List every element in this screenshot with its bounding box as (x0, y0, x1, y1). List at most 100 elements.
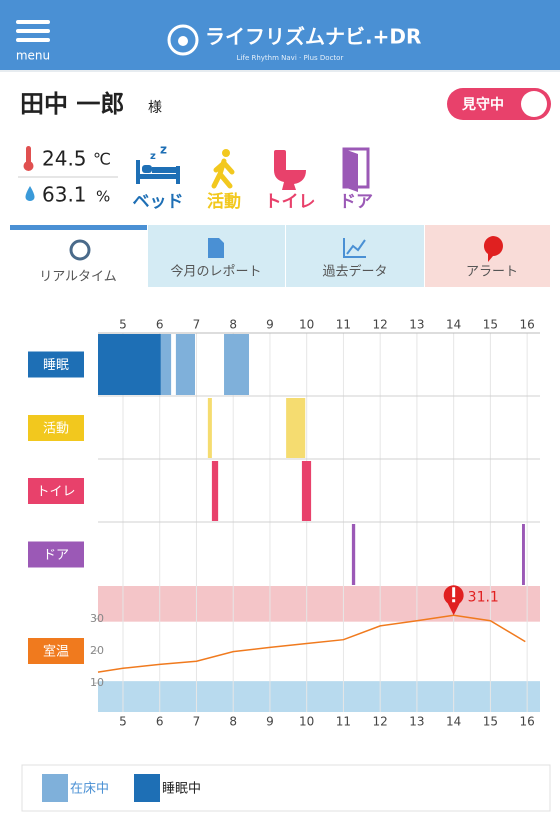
timeline-chart: 5 5 6 6 7 7 8 8 9 9 10 10 11 11 12 12 13 13 14 14 15 15 16 16 睡眠… (28, 318, 540, 729)
tab-label: 今月のレポート (170, 264, 261, 280)
door-leaf (344, 149, 358, 192)
tab-label: リアルタイム (39, 270, 117, 285)
row-label: 活動 (43, 422, 69, 437)
activity-span (160, 334, 172, 395)
x-tick-label: 10 (299, 715, 314, 729)
x-tick-label: 9 (266, 318, 274, 332)
row-label: 室温 (43, 644, 69, 660)
x-tick-label: 16 (519, 715, 534, 729)
alert-marker-dot (452, 599, 456, 603)
tab-icon (208, 238, 224, 258)
menu-line (16, 20, 50, 24)
menu-line (16, 38, 50, 42)
bed-post (176, 166, 180, 184)
bed-post (136, 160, 140, 184)
y-tick-label: 20 (90, 644, 104, 657)
row-label-bg (28, 415, 84, 441)
activity-span (211, 461, 219, 521)
toilet-icon (274, 150, 306, 190)
tab-icon (69, 239, 91, 261)
x-tick-label: 5 (119, 715, 127, 729)
tab-bg (425, 225, 550, 287)
legend-swatch (42, 774, 68, 802)
sensor-label: 活動 (207, 191, 241, 212)
humidity-icon (25, 186, 35, 201)
alert-marker-bang (452, 587, 456, 598)
activity-span (301, 461, 312, 521)
logo-text: ライフリズムナビ.+DR (205, 25, 421, 49)
x-tick-label: 7 (193, 318, 201, 332)
tab-icon (343, 238, 366, 258)
temperature-line (97, 614, 526, 673)
tab[interactable]: アラート (425, 225, 550, 287)
legend: 在床中 睡眠中 (42, 774, 201, 802)
row-label-bg (28, 541, 84, 568)
temperature-band (98, 586, 540, 622)
activity-span (98, 334, 161, 395)
activity-span (521, 524, 525, 585)
watch-toggle[interactable]: 見守中 (447, 88, 551, 120)
logo-icon (167, 24, 199, 56)
menu-label: menu (16, 49, 50, 63)
bed-pillow (142, 165, 152, 173)
x-tick-label: 5 (119, 318, 127, 332)
y-tick-label: 10 (90, 676, 104, 689)
zzz: z (160, 143, 167, 157)
tab[interactable]: 今月のレポート (148, 225, 285, 287)
tab-icon (483, 236, 503, 262)
activity-span (175, 334, 195, 395)
x-tick-label: 9 (266, 715, 274, 729)
walk-body (211, 158, 235, 189)
x-tick-label: 13 (409, 318, 424, 332)
sensor-label: ドア (339, 192, 373, 212)
menu-line (16, 29, 50, 33)
humidity-value: 63.1 (42, 183, 87, 207)
tab[interactable]: リアルタイム (10, 225, 147, 287)
thermometer-bulb (23, 161, 34, 171)
legend-label: 睡眠中 (162, 782, 201, 797)
toggle-knob (521, 91, 547, 117)
tab-label: 過去データ (322, 264, 387, 280)
alert-value: 31.1 (468, 589, 499, 605)
user-honorific: 様 (148, 100, 162, 116)
toggle-label: 見守中 (461, 96, 504, 113)
row-label-bg (28, 478, 84, 504)
x-tick-label: 15 (483, 318, 498, 332)
logo-tagline: Life Rhythm Navi · Plus Doctor (237, 54, 344, 62)
bed-frame (136, 174, 180, 179)
row-label-bg (28, 638, 84, 664)
tab[interactable]: 過去データ (286, 225, 424, 287)
user-name: 田中 一郎 (20, 90, 124, 118)
humidity-unit: % (96, 188, 110, 206)
sensor-label: ベッド (133, 192, 184, 212)
row-label: 睡眠 (43, 358, 69, 373)
x-tick-label: 13 (409, 715, 424, 729)
legend-label: 在床中 (70, 782, 109, 797)
x-tick-label: 10 (299, 318, 314, 332)
row-label: ドア (43, 548, 69, 563)
x-tick-label: 11 (336, 715, 351, 729)
y-tick-label: 30 (90, 612, 104, 625)
x-tick-label: 8 (229, 318, 237, 332)
thermometer-icon (26, 146, 31, 164)
header-bar (0, 0, 560, 70)
activity-span (207, 398, 212, 458)
x-tick-label: 14 (446, 715, 461, 729)
legend-box (21, 764, 551, 812)
x-tick-label: 15 (483, 715, 498, 729)
activity-span (224, 334, 250, 395)
temperature-value: 24.5 (42, 147, 87, 171)
menu-button[interactable]: menu (16, 20, 50, 63)
x-tick-label: 12 (373, 715, 388, 729)
tab-active-bar (10, 225, 147, 230)
x-tick-label: 16 (519, 318, 534, 332)
activity-span (286, 398, 306, 458)
temperature-band (98, 681, 540, 712)
activity-span (351, 524, 356, 585)
bed-blanket (152, 167, 176, 173)
tab-bg (10, 225, 147, 287)
x-tick-label: 14 (446, 318, 461, 332)
toilet-tank (274, 150, 286, 172)
tab-label: アラート (466, 265, 518, 280)
